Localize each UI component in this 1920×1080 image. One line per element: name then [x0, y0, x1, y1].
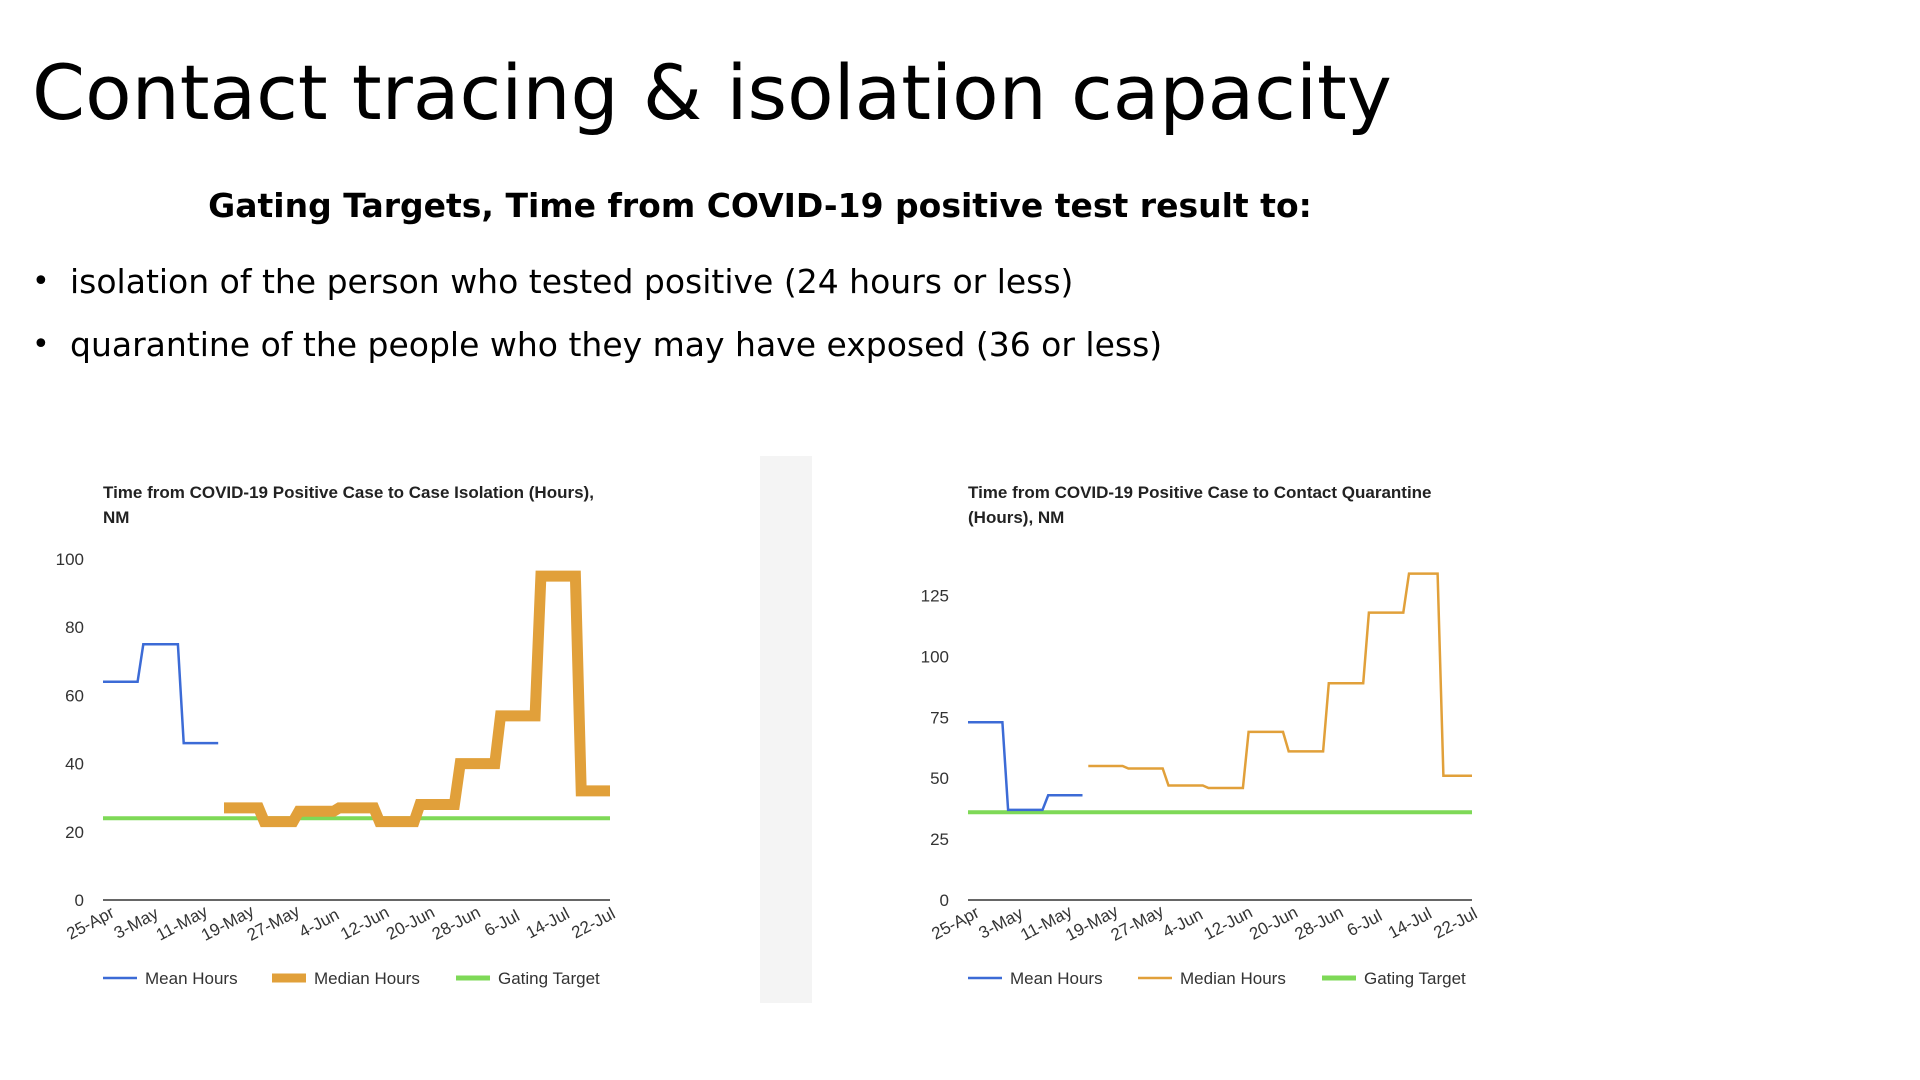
x-tick-label: 3-May: [976, 903, 1027, 942]
legend-label: Mean Hours: [1010, 969, 1103, 988]
mean-hours-line: [968, 720, 1083, 812]
x-tick-label: 14-Jul: [523, 904, 573, 943]
chart-title: Time from COVID-19 Positive Case to Case…: [103, 483, 594, 527]
y-tick-label: 125: [921, 587, 949, 606]
bullet-dot-icon: •: [32, 327, 50, 362]
y-tick-label: 0: [940, 891, 949, 910]
bullet-text: isolation of the person who tested posit…: [70, 262, 1074, 301]
median-hours-line: [1088, 572, 1472, 790]
y-tick-label: 25: [930, 830, 949, 849]
x-tick-label: 27-May: [1108, 901, 1167, 945]
x-tick-label: 22-Jul: [569, 904, 619, 943]
chart-card-quarantine: Time from COVID-19 Positive Case to Cont…: [812, 456, 1528, 1003]
x-tick-label: 25-Apr: [928, 903, 982, 944]
x-tick-label: 28-Jun: [429, 903, 484, 944]
y-tick-label: 0: [75, 891, 84, 910]
legend-label: Gating Target: [1364, 969, 1466, 988]
bullet-text: quarantine of the people who they may ha…: [70, 325, 1163, 364]
y-tick-label: 50: [930, 769, 949, 788]
legend-label: Median Hours: [314, 969, 420, 988]
bullet-list: • isolation of the person who tested posi…: [32, 250, 1162, 376]
y-tick-label: 20: [65, 823, 84, 842]
x-tick-label: 12-Jun: [1201, 903, 1256, 944]
legend-label: Mean Hours: [145, 969, 238, 988]
x-tick-label: 22-Jul: [1431, 904, 1481, 943]
y-tick-label: 80: [65, 618, 84, 637]
x-tick-label: 14-Jul: [1385, 904, 1435, 943]
x-tick-label: 20-Jun: [1246, 903, 1301, 944]
median-hours-line: [224, 570, 610, 828]
x-tick-label: 20-Jun: [383, 903, 438, 944]
chart-card-isolation: Time from COVID-19 Positive Case to Case…: [0, 456, 760, 1003]
mean-hours-line: [103, 643, 219, 745]
slide-subtitle: Gating Targets, Time from COVID-19 posit…: [208, 186, 1312, 225]
y-tick-label: 100: [56, 550, 84, 569]
slide-title: Contact tracing & isolation capacity: [32, 48, 1392, 137]
bullet-item: • quarantine of the people who they may h…: [32, 313, 1162, 376]
x-tick-label: 6-Jul: [481, 906, 522, 940]
chart-title: Time from COVID-19 Positive Case to Cont…: [968, 483, 1432, 527]
y-tick-label: 100: [921, 647, 949, 666]
x-tick-label: 28-Jun: [1292, 903, 1347, 944]
x-tick-label: 27-May: [244, 901, 303, 945]
y-tick-label: 60: [65, 686, 84, 705]
y-tick-label: 40: [65, 755, 84, 774]
x-tick-label: 4-Jun: [296, 905, 342, 942]
x-tick-label: 3-May: [111, 903, 162, 942]
y-tick-label: 75: [930, 708, 949, 727]
x-tick-label: 6-Jul: [1344, 906, 1385, 940]
bullet-item: • isolation of the person who tested posi…: [32, 250, 1162, 313]
x-tick-label: 12-Jun: [337, 903, 392, 944]
bullet-dot-icon: •: [32, 264, 50, 299]
legend-label: Median Hours: [1180, 969, 1286, 988]
isolation-chart: 02040608010025-Apr3-May11-May19-May27-Ma…: [56, 550, 619, 988]
quarantine-chart: 025507510012525-Apr3-May11-May19-May27-M…: [921, 572, 1481, 988]
legend-label: Gating Target: [498, 969, 600, 988]
x-tick-label: 4-Jun: [1159, 905, 1205, 942]
x-tick-label: 25-Apr: [63, 903, 117, 944]
